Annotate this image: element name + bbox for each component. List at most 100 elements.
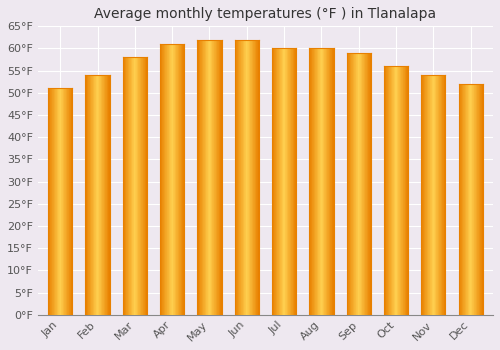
Bar [96,75,97,315]
Bar [437,75,438,315]
Bar [66,89,67,315]
Bar [470,84,472,315]
Bar [289,48,290,315]
Bar [423,75,424,315]
Bar [326,48,327,315]
Bar [97,75,98,315]
Bar [442,75,443,315]
Bar [311,48,312,315]
Bar [316,48,317,315]
Bar [95,75,96,315]
Bar [481,84,482,315]
Bar [204,40,205,315]
Bar [101,75,102,315]
Bar [171,44,172,315]
Bar [242,40,243,315]
Bar [465,84,466,315]
Bar [352,53,354,315]
Bar [65,89,66,315]
Bar [425,75,426,315]
Bar [165,44,166,315]
Bar [169,44,170,315]
Bar [282,48,283,315]
Bar [363,53,364,315]
Bar [398,66,399,315]
Bar [290,48,291,315]
Bar [125,57,126,315]
Bar [106,75,107,315]
Bar [92,75,94,315]
Bar [71,89,72,315]
Bar [140,57,141,315]
Bar [366,53,367,315]
Bar [361,53,362,315]
Bar [175,44,176,315]
Bar [441,75,442,315]
Bar [174,44,175,315]
Bar [56,89,57,315]
Bar [103,75,104,315]
Bar [358,53,360,315]
Bar [458,84,459,315]
Bar [364,53,365,315]
Bar [182,44,183,315]
Bar [406,66,407,315]
Bar [209,40,210,315]
Bar [57,89,58,315]
Bar [251,40,252,315]
Bar [276,48,277,315]
Bar [293,48,294,315]
Bar [394,66,395,315]
Bar [89,75,90,315]
Bar [395,66,396,315]
Bar [365,53,366,315]
Bar [176,44,177,315]
Bar [435,75,436,315]
Bar [62,89,63,315]
Bar [319,48,320,315]
Bar [323,48,324,315]
Bar [476,84,478,315]
Bar [474,84,475,315]
Bar [464,84,465,315]
Bar [133,57,134,315]
Bar [162,44,163,315]
Bar [164,44,165,315]
Bar [461,84,462,315]
Bar [64,89,65,315]
Bar [170,44,171,315]
Bar [100,75,101,315]
Bar [67,89,68,315]
Bar [104,75,105,315]
Bar [236,40,237,315]
Bar [218,40,219,315]
Bar [183,44,184,315]
Bar [387,66,388,315]
Bar [279,48,280,315]
Bar [431,75,432,315]
Bar [63,89,64,315]
Bar [460,84,461,315]
Bar [144,57,145,315]
Bar [462,84,463,315]
Bar [90,75,91,315]
Bar [284,48,286,315]
Bar [404,66,405,315]
Bar [135,57,136,315]
Bar [480,84,481,315]
Bar [321,48,322,315]
Bar [292,48,293,315]
Bar [322,48,323,315]
Bar [54,89,56,315]
Bar [129,57,130,315]
Bar [312,48,313,315]
Bar [126,57,127,315]
Bar [60,89,61,315]
Bar [469,84,470,315]
Bar [274,48,275,315]
Bar [440,75,441,315]
Bar [237,40,238,315]
Bar [124,57,125,315]
Bar [102,75,103,315]
Bar [258,40,259,315]
